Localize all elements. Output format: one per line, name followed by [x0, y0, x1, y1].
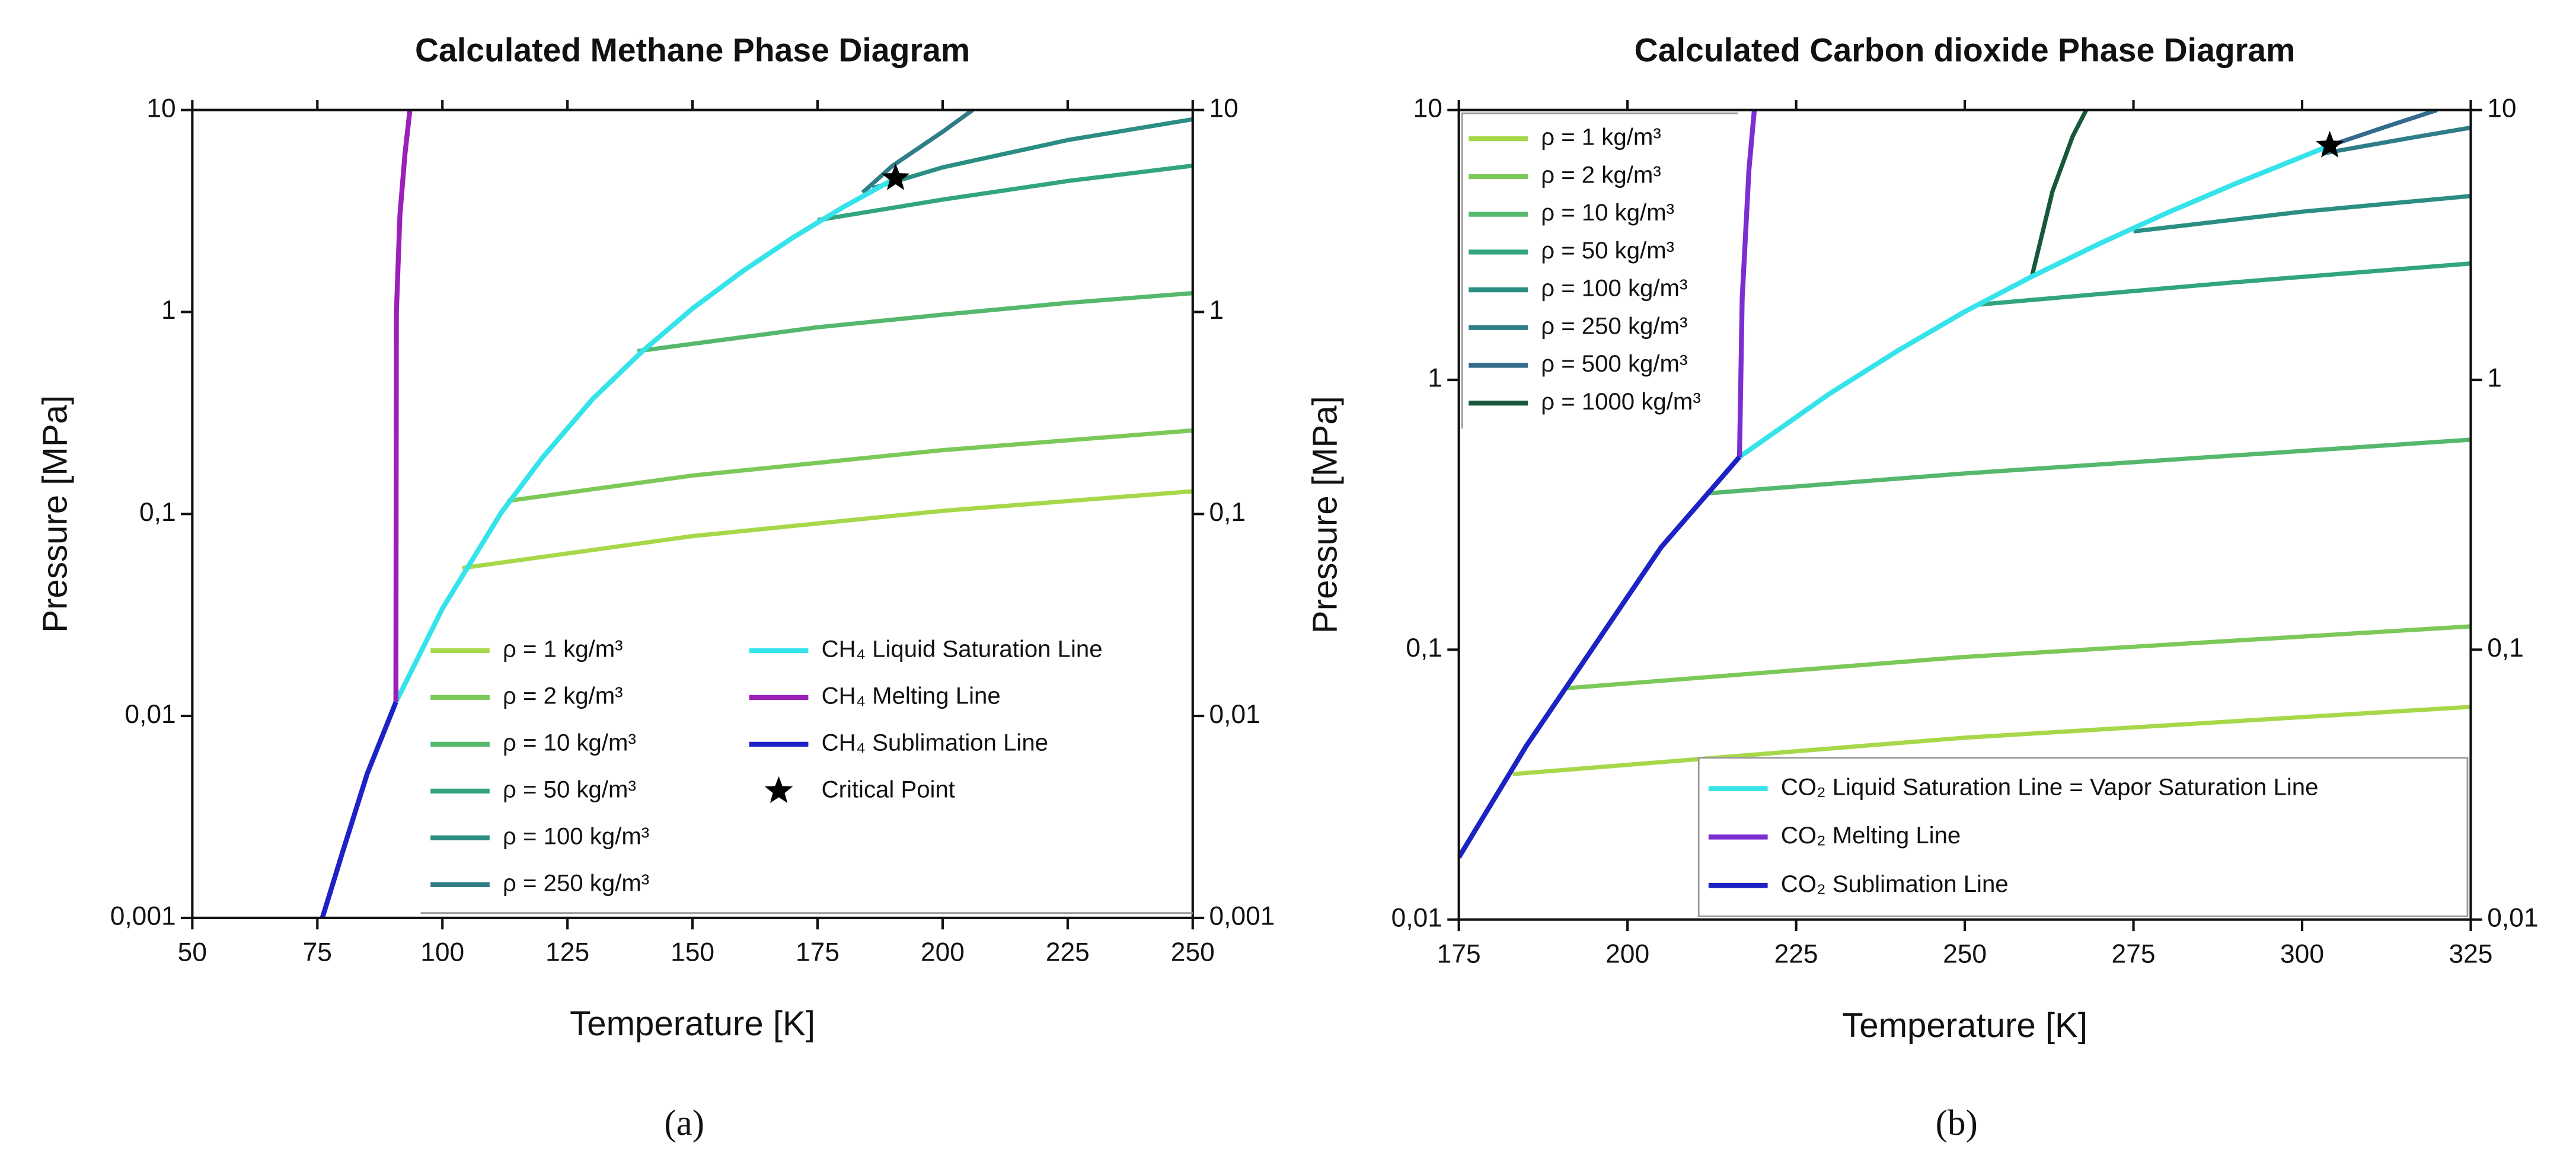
legend-label: ρ = 1000 kg/m³: [1541, 388, 1701, 415]
chart-title: Calculated Carbon dioxide Phase Diagram: [1635, 31, 2296, 68]
legend-label: ρ = 2 kg/m³: [503, 683, 623, 709]
y2-tick-label: 0,01: [2487, 903, 2538, 932]
legend-label: ρ = 50 kg/m³: [503, 776, 636, 802]
y-tick-label: 10: [1413, 94, 1442, 123]
y2-tick-label: 1: [1209, 296, 1224, 325]
y-axis-label: Pressure [MPa]: [36, 395, 75, 633]
x-tick-label: 75: [303, 938, 332, 967]
series-line: [1737, 110, 1757, 457]
legend-label: CH₄ Liquid Saturation Line: [822, 636, 1103, 663]
legend-label: ρ = 10 kg/m³: [503, 729, 636, 756]
y2-tick-label: 1: [2487, 364, 2502, 393]
series-line: [2322, 125, 2471, 156]
x-tick-label: 325: [2449, 939, 2493, 968]
series-line: [861, 110, 974, 194]
panel-label: (a): [664, 1103, 704, 1143]
chart-title: Calculated Methane Phase Diagram: [415, 31, 970, 68]
legend-label: Critical Point: [822, 776, 955, 802]
legend-frame: [1697, 757, 2469, 917]
series-line: [1738, 143, 2331, 459]
legend: ρ = 1 kg/m³ ρ = 2 kg/m³ ρ = 10 kg/m³ ρ = 50…: [420, 636, 1193, 914]
x-tick-label: 175: [796, 938, 839, 967]
x-tick-label: 225: [1046, 938, 1090, 967]
y-tick-label: 0,1: [1406, 634, 1442, 663]
y-tick-label: 0,01: [1391, 903, 1442, 932]
legend-marker: [764, 776, 793, 804]
x-tick-label: 275: [2112, 939, 2156, 968]
series-line: [2133, 194, 2471, 234]
y2-tick-label: 10: [2487, 94, 2516, 123]
legend-label: ρ = 1 kg/m³: [503, 636, 623, 663]
plot-frame: [1457, 108, 2472, 921]
x-tick-label: 225: [1774, 939, 1818, 968]
x-tick-label: 300: [2280, 939, 2324, 968]
legend-label: ρ = 250 kg/m³: [1541, 312, 1687, 339]
legend-label: CO₂ Liquid Saturation Line = Vapor Satur…: [1781, 773, 2319, 800]
x-tick-label: 100: [420, 938, 464, 967]
series-line: [1708, 437, 2471, 495]
legend-label: CO₂ Sublimation Line: [1781, 871, 2009, 897]
series-line: [1512, 705, 2471, 776]
legend-label: ρ = 10 kg/m³: [1541, 199, 1674, 226]
y-tick-label: 0,001: [110, 902, 176, 931]
y-tick-label: 1: [161, 296, 176, 325]
series-line: [817, 164, 1193, 222]
legend-label: ρ = 50 kg/m³: [1541, 237, 1674, 264]
legend-label: ρ = 250 kg/m³: [503, 869, 649, 896]
legend-label: ρ = 1 kg/m³: [1541, 124, 1661, 151]
series-line: [394, 175, 897, 703]
y-tick-label: 1: [1428, 364, 1442, 393]
y-tick-label: 0,1: [139, 498, 176, 527]
series-line: [462, 489, 1193, 571]
series-line: [393, 110, 413, 702]
x-tick-label: 200: [921, 938, 965, 967]
series-line: [1458, 455, 1742, 859]
y2-tick-label: 0,01: [1209, 700, 1260, 729]
legend-label: ρ = 100 kg/m³: [1541, 275, 1687, 302]
series-line: [637, 291, 1193, 354]
legend-label: ρ = 500 kg/m³: [1541, 350, 1687, 377]
legend-frame: [1461, 112, 1738, 429]
y-tick-label: 10: [146, 94, 175, 123]
legend-label: ρ = 2 kg/m³: [1541, 161, 1661, 188]
series-line: [872, 117, 1193, 191]
panel-label: (b): [1936, 1103, 1978, 1143]
x-tick-label: 125: [545, 938, 589, 967]
series-line: [1566, 624, 2471, 690]
legend-label: ρ = 100 kg/m³: [503, 823, 649, 849]
legend-label: CO₂ Melting Line: [1781, 822, 1961, 849]
x-axis-label: Temperature [K]: [570, 1004, 815, 1043]
y2-tick-label: 0,1: [1209, 498, 1246, 527]
y2-tick-label: 0,1: [2487, 634, 2524, 663]
x-tick-label: 250: [1943, 939, 1987, 968]
series-line: [1978, 261, 2471, 307]
critical-point: [881, 163, 910, 190]
x-axis-label: Temperature [K]: [1842, 1006, 2087, 1045]
series-line: [2030, 110, 2089, 276]
legend: CO₂ Liquid Saturation Line = Vapor Satur…: [1697, 757, 2469, 917]
x-tick-label: 150: [671, 938, 714, 967]
plot-frame: [191, 108, 1194, 919]
legend-label: CH₄ Sublimation Line: [822, 729, 1048, 756]
x-tick-label: 175: [1437, 939, 1481, 968]
x-tick-label: 200: [1605, 939, 1649, 968]
y-axis-label: Pressure [MPa]: [1305, 396, 1344, 634]
chart: Calculated Methane Phase Diagram Temperat…: [36, 31, 1275, 1143]
series-line: [320, 701, 398, 918]
legend: ρ = 1 kg/m³ ρ = 2 kg/m³ ρ = 10 kg/m³ ρ = 50…: [1461, 112, 1738, 429]
y-tick-label: 0,01: [125, 700, 175, 729]
x-tick-label: 250: [1171, 938, 1215, 967]
chart: Calculated Carbon dioxide Phase Diagram T…: [1305, 31, 2538, 1143]
series-line: [507, 428, 1193, 503]
y2-tick-label: 10: [1209, 94, 1238, 123]
series-line: [2329, 110, 2438, 148]
critical-point: [2315, 130, 2344, 158]
legend-label: CH₄ Melting Line: [822, 683, 1001, 709]
x-tick-label: 50: [178, 938, 207, 967]
y2-tick-label: 0,001: [1209, 902, 1275, 931]
